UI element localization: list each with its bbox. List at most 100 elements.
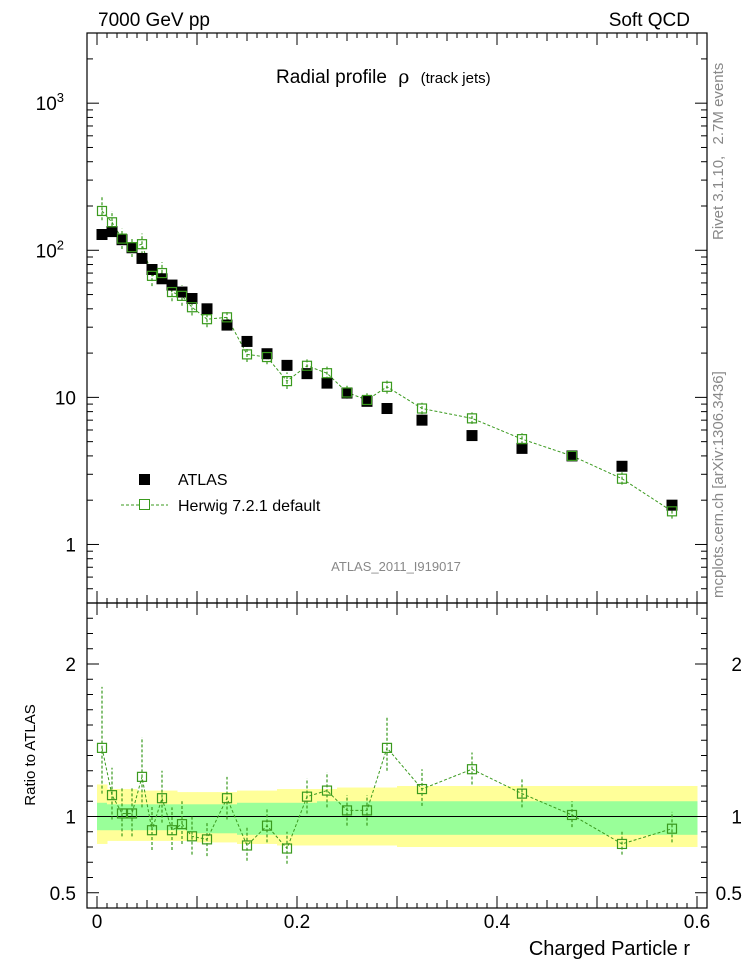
herwig-point — [341, 387, 353, 398]
atlas-point — [221, 319, 233, 331]
herwig-point — [146, 270, 158, 281]
legend: ATLAS Herwig 7.2.1 default — [121, 472, 321, 515]
ratio-herwig-point — [146, 825, 158, 836]
band-inner-segment — [127, 804, 138, 831]
ratio-herwig-point — [116, 808, 128, 819]
ratio-herwig-point — [566, 809, 578, 821]
herwig-point — [321, 368, 333, 379]
herwig-point — [126, 242, 138, 253]
atlas-point — [116, 234, 128, 246]
x-tick-label: 0.2 — [284, 912, 310, 933]
legend-atlas-label: ATLAS — [178, 472, 228, 489]
atlas-point — [201, 303, 213, 315]
band-inner-segment — [377, 801, 398, 835]
band-inner-segment — [117, 804, 128, 831]
atlas-point — [156, 273, 168, 285]
ratio-herwig-point — [201, 834, 213, 845]
ratio-data-layer — [96, 686, 678, 864]
herwig-point — [166, 286, 178, 298]
category-label: Soft QCD — [609, 10, 690, 31]
ratio-y-tick-label: 2 — [65, 655, 76, 676]
ratio-herwig-point — [281, 843, 293, 854]
ratio-y-tick-label-right: 1 — [731, 808, 742, 829]
legend-herwig-marker — [139, 499, 150, 510]
herwig-point — [156, 267, 168, 279]
ratio-y-axis-label: Ratio to ATLAS — [22, 704, 39, 805]
atlas-point — [136, 252, 148, 264]
band-inner-segment — [317, 801, 338, 835]
y-tick-label-base: 1 — [65, 535, 76, 556]
herwig-point — [116, 233, 128, 244]
band-inner-segment — [137, 804, 148, 831]
herwig-line — [101, 210, 673, 512]
x-tick-label: 0.6 — [684, 912, 710, 933]
y-tick-label-exp: 3 — [57, 90, 64, 105]
ratio-herwig-point — [126, 808, 138, 819]
atlas-point — [96, 229, 108, 241]
y-tick-label: 10 — [55, 388, 76, 409]
herwig-point — [241, 349, 253, 360]
y-tick-label: 1 — [65, 535, 76, 556]
chart-title-suffix: (track jets) — [421, 70, 491, 87]
atlas-point — [616, 460, 628, 472]
analysis-id: ATLAS_2011_I919017 — [331, 559, 461, 574]
ratio-herwig-point — [96, 742, 108, 753]
herwig-point — [516, 434, 528, 445]
ratio-herwig-point — [381, 742, 393, 753]
atlas-point — [176, 286, 188, 298]
herwig-point — [566, 450, 578, 462]
ratio-herwig-point — [516, 788, 528, 799]
ratio-herwig-point — [666, 823, 678, 834]
herwig-point — [176, 290, 188, 301]
x-tick-label: 0.4 — [484, 912, 511, 933]
ratio-herwig-point — [416, 783, 428, 795]
band-inner-segment — [647, 801, 698, 835]
herwig-point — [616, 473, 628, 484]
ratio-herwig-point — [106, 790, 118, 801]
ratio-herwig-point — [321, 785, 333, 796]
y-tick-label-exp: 2 — [57, 237, 64, 252]
ratio-herwig-point — [136, 771, 148, 782]
atlas-point — [416, 414, 428, 426]
chart-title-symbol: ρ — [398, 66, 409, 88]
herwig-point — [201, 314, 213, 325]
herwig-point — [301, 360, 313, 371]
ratio-plot-frame — [86, 602, 708, 909]
y-tick-label-base: 10 — [36, 241, 57, 262]
band-inner-segment — [397, 801, 448, 835]
legend-atlas-marker — [139, 474, 150, 485]
ratio-herwig-point — [221, 793, 233, 804]
legend-herwig-label: Herwig 7.2.1 default — [178, 498, 321, 515]
ratio-herwig-point — [261, 820, 273, 831]
atlas-point — [321, 377, 333, 389]
atlas-point — [341, 387, 353, 399]
atlas-point — [106, 226, 118, 238]
ratio-y-tick-label: 1 — [65, 808, 76, 829]
herwig-point — [416, 403, 428, 414]
herwig-point — [186, 302, 198, 313]
atlas-point — [301, 368, 313, 380]
ratio-herwig-point — [166, 825, 178, 836]
herwig-point — [361, 394, 373, 406]
ratio-herwig-point — [176, 819, 188, 830]
atlas-point — [466, 430, 478, 442]
band-inner-segment — [277, 802, 298, 835]
atlas-point — [381, 403, 393, 415]
herwig-point — [221, 312, 233, 323]
atlas-point — [146, 264, 158, 276]
ratio-herwig-line — [101, 746, 673, 850]
atlas-point — [516, 442, 528, 454]
band-inner-segment — [597, 801, 648, 835]
y-tick-label-base: 10 — [36, 94, 57, 115]
x-axis-label: Charged Particle r — [529, 938, 691, 960]
herwig-point — [666, 506, 678, 517]
ratio-herwig-point — [186, 831, 198, 842]
band-inner-segment — [447, 801, 498, 835]
y-tick-label-base: 10 — [55, 388, 76, 409]
main-plot-frame — [86, 32, 708, 604]
y-tick-label: 102 — [36, 237, 64, 262]
band-inner-segment — [297, 802, 318, 835]
ratio-herwig-point — [301, 791, 313, 802]
